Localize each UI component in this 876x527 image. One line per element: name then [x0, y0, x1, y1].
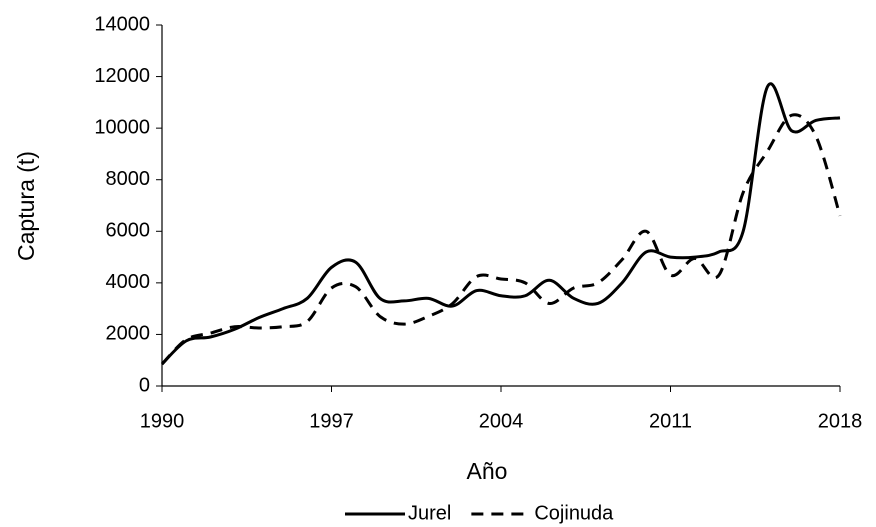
y-tick-label: 14000 — [94, 13, 150, 35]
x-axis-title: Año — [467, 458, 508, 484]
legend-label: Jurel — [408, 502, 451, 524]
y-tick-label: 2000 — [106, 323, 151, 345]
x-tick-label: 2018 — [818, 410, 863, 432]
x-tick-label: 1990 — [140, 410, 185, 432]
y-axis-title: Captura (t) — [13, 151, 39, 261]
y-tick-label: 0 — [139, 374, 150, 396]
x-tick-label: 1997 — [309, 410, 354, 432]
line-series — [160, 82, 841, 366]
legend-label: Cojinuda — [534, 502, 614, 524]
y-tick-label: 12000 — [94, 65, 150, 87]
y-tick-label: 10000 — [94, 116, 150, 138]
y-tick-label: 8000 — [106, 168, 151, 190]
y-tick-label: 4000 — [106, 271, 151, 293]
line-series — [160, 113, 842, 366]
y-tick-label: 6000 — [106, 220, 151, 242]
x-tick-label: 2004 — [479, 410, 524, 432]
x-tick-label: 2011 — [649, 410, 692, 432]
